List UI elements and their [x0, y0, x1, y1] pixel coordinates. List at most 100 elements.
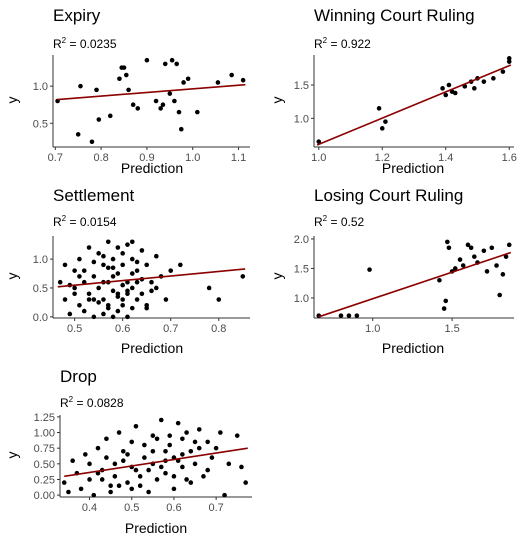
data-point	[338, 313, 344, 318]
data-point	[144, 262, 149, 268]
data-point	[163, 449, 168, 454]
data-point	[222, 492, 227, 498]
data-point	[137, 483, 143, 489]
data-point	[158, 464, 164, 470]
chart-title: Drop	[60, 367, 97, 386]
data-point	[437, 277, 442, 283]
data-point	[96, 300, 101, 305]
y-axis-label: y	[4, 97, 20, 104]
data-point	[169, 57, 175, 63]
data-point	[153, 98, 159, 104]
x-tick-label: 0.7	[208, 502, 223, 514]
x-tick-label: 1.4	[438, 152, 453, 164]
data-point	[72, 291, 77, 297]
y-tick-label: 1.0	[33, 254, 48, 266]
data-point	[115, 308, 121, 314]
data-point	[124, 72, 129, 78]
y-tick-label: 1.5	[294, 263, 309, 275]
data-point	[171, 486, 177, 492]
data-point	[167, 91, 173, 96]
chart-panel: 1.0 1.2 1.4 1.6 1.0 1.5 Prediction y	[269, 55, 517, 176]
x-tick-label: 0.7	[163, 323, 178, 335]
data-point	[468, 245, 474, 251]
y-axis-label: y	[269, 273, 285, 280]
data-point	[243, 480, 248, 485]
data-point	[61, 480, 67, 485]
r-squared-value: 0.0235	[79, 37, 117, 51]
y-axis-label: y	[269, 97, 285, 104]
data-point	[116, 483, 122, 489]
data-point	[158, 106, 163, 111]
data-point	[184, 477, 189, 482]
data-point	[135, 106, 141, 111]
chart-panel: 1.0 1.5 1.0 1.5 2.0 Prediction y	[269, 234, 514, 356]
data-point	[144, 305, 149, 311]
data-point	[125, 480, 130, 485]
x-axis-label: Prediction	[121, 340, 183, 356]
r-squared-value: 0.922	[340, 37, 371, 51]
data-point	[121, 65, 127, 70]
data-point	[125, 452, 130, 457]
data-point	[188, 449, 194, 454]
data-point	[125, 291, 130, 297]
r-squared-annotation: R2 = 0.0154	[53, 214, 117, 229]
data-point	[57, 279, 63, 285]
data-point	[503, 254, 509, 259]
chart-title: Winning Court Ruling	[314, 6, 475, 25]
y-tick-label: 1.0	[294, 293, 309, 305]
r-squared-value: 0.0154	[79, 215, 117, 229]
data-point	[185, 76, 191, 82]
data-point	[162, 61, 168, 67]
data-point	[154, 253, 159, 259]
data-point	[195, 109, 200, 115]
data-point	[137, 474, 143, 479]
r-squared-annotation: R2 = 0.0235	[53, 36, 117, 51]
data-point	[160, 102, 166, 108]
data-point	[452, 266, 458, 271]
data-point	[81, 279, 87, 285]
y-tick-label: 0.5	[33, 118, 48, 130]
data-point	[180, 436, 185, 442]
data-point	[105, 265, 111, 271]
data-point	[91, 259, 97, 265]
r-squared-value: 0.52	[340, 215, 365, 229]
data-point	[120, 282, 125, 288]
data-point	[379, 126, 385, 131]
data-point	[150, 433, 156, 438]
data-point	[240, 274, 246, 279]
data-point	[87, 461, 92, 467]
x-axis-label: Prediction	[382, 340, 444, 356]
x-tick-label: 0.8	[93, 152, 108, 164]
y-tick-label: 0.25	[34, 474, 55, 486]
x-tick-label: 0.7	[48, 152, 63, 164]
data-point	[115, 245, 121, 250]
data-point	[110, 265, 116, 271]
data-point	[144, 57, 150, 63]
data-point	[175, 420, 181, 426]
y-tick-label: 0.00	[34, 490, 55, 502]
data-point	[146, 489, 151, 495]
data-point	[110, 274, 116, 279]
r-squared-annotation: R2 = 0.922	[314, 36, 371, 51]
chart-title: Losing Court Ruling	[314, 186, 464, 205]
chart-title: Expiry	[53, 6, 101, 25]
data-point	[77, 302, 82, 308]
y-tick-label: 1.0	[294, 113, 309, 125]
data-point	[130, 102, 136, 108]
x-axis-label: Prediction	[121, 160, 183, 176]
data-point	[215, 80, 221, 85]
data-point	[354, 313, 360, 318]
data-point	[120, 262, 125, 268]
data-point	[481, 248, 487, 254]
data-point	[196, 427, 202, 432]
data-point	[104, 455, 109, 460]
data-point	[142, 442, 147, 448]
data-point	[446, 245, 452, 251]
data-point	[226, 461, 232, 467]
data-point	[188, 480, 194, 485]
data-point	[94, 87, 99, 93]
data-point	[87, 477, 92, 482]
data-point	[149, 288, 154, 294]
y-tick-label: 0.5	[33, 283, 48, 295]
chart-panel: 0.5 0.6 0.7 0.8 0.0 0.5 1.0 Prediction y	[4, 236, 250, 356]
